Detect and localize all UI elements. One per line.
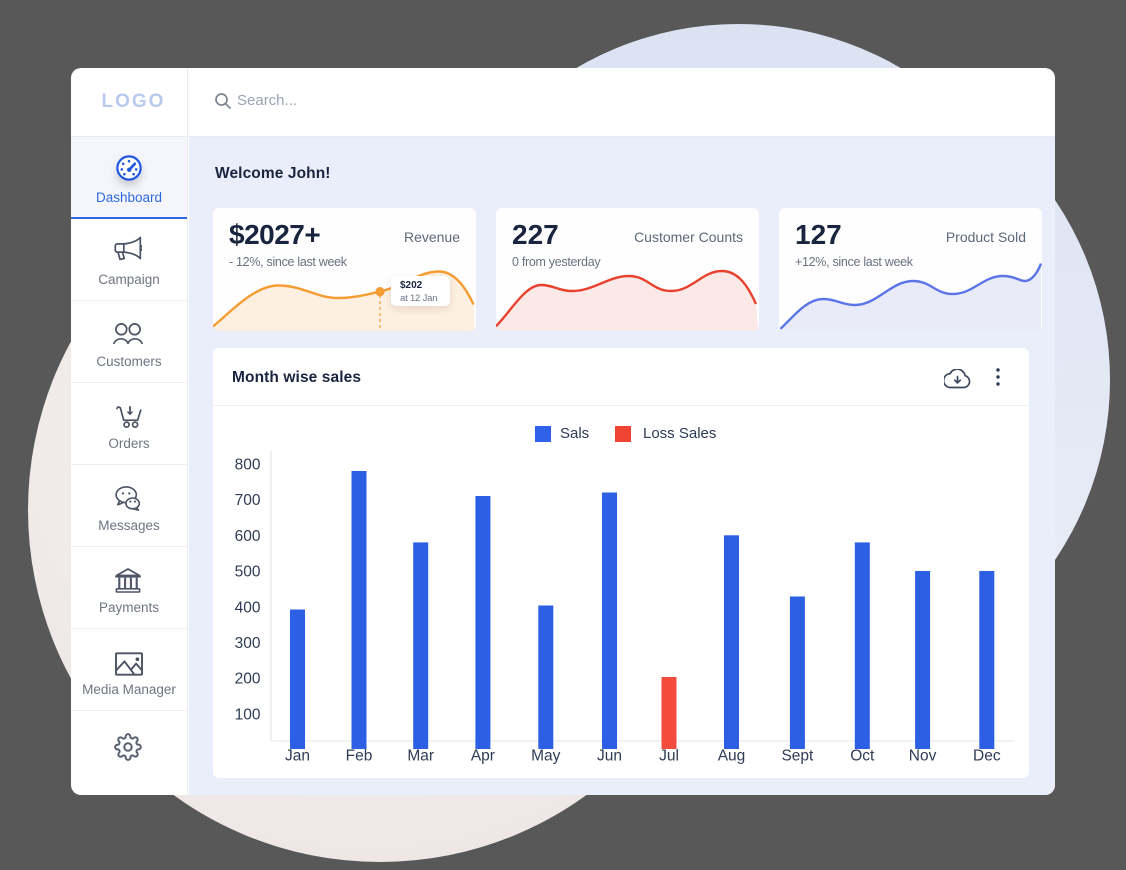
svg-text:Jun: Jun (597, 748, 622, 765)
svg-text:400: 400 (235, 599, 261, 616)
svg-text:Jul: Jul (659, 748, 679, 765)
svg-text:Oct: Oct (850, 748, 875, 765)
svg-text:600: 600 (235, 528, 261, 545)
svg-text:Mar: Mar (407, 748, 434, 765)
svg-text:Feb: Feb (346, 748, 373, 765)
svg-text:300: 300 (235, 635, 261, 652)
svg-text:Apr: Apr (471, 748, 495, 765)
svg-text:Nov: Nov (909, 748, 937, 765)
svg-text:Jan: Jan (285, 748, 310, 765)
svg-text:700: 700 (235, 492, 261, 509)
svg-text:500: 500 (235, 564, 261, 581)
svg-text:Aug: Aug (718, 748, 746, 765)
svg-text:May: May (531, 748, 561, 765)
svg-text:100: 100 (235, 706, 261, 723)
svg-text:Sept: Sept (781, 748, 814, 765)
svg-text:200: 200 (235, 671, 261, 688)
svg-text:800: 800 (235, 457, 261, 474)
svg-text:Dec: Dec (973, 748, 1001, 765)
